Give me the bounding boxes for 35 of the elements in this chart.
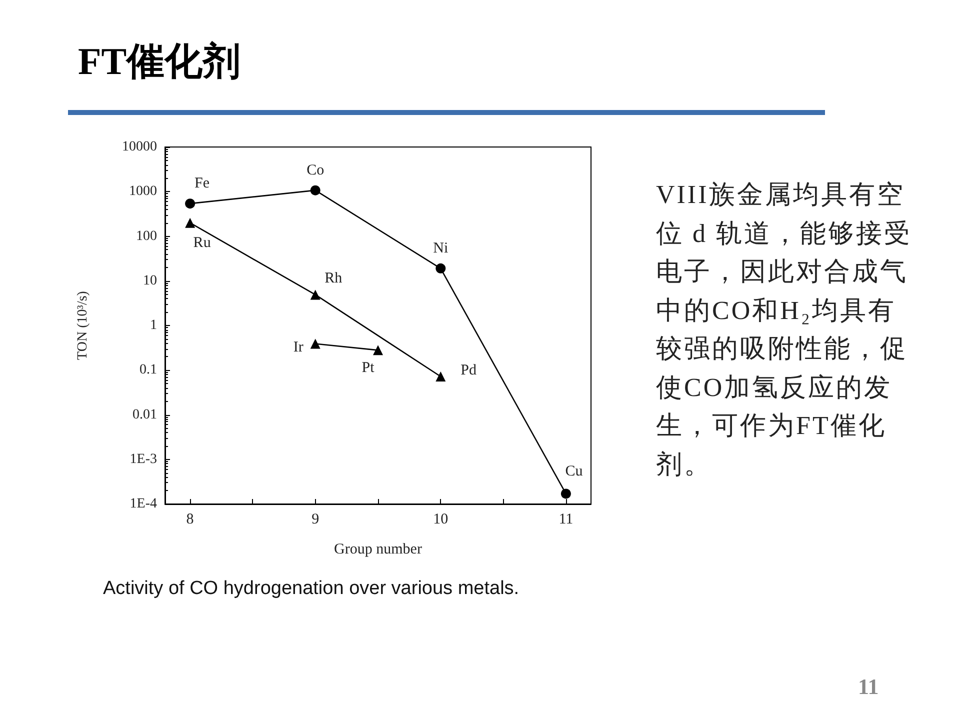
y-tick-label: 100 xyxy=(136,228,157,244)
text: 11 xyxy=(858,674,879,700)
point xyxy=(185,198,196,209)
point xyxy=(560,488,571,499)
annotation: Ru xyxy=(193,234,212,251)
annotation: Pt xyxy=(362,360,376,376)
y-axis-title: TON (10³/s) xyxy=(76,290,90,360)
y-tick-label: 10 xyxy=(143,273,157,288)
y-tick-label: 10000 xyxy=(122,140,157,154)
point xyxy=(436,371,446,382)
annotation: Co xyxy=(306,162,324,178)
y-tick-label: 1000 xyxy=(129,184,157,200)
point xyxy=(310,185,320,196)
chart-title: FT催化剂 xyxy=(78,40,241,85)
x-tick-label: 9 xyxy=(312,512,320,528)
annotation: Pd xyxy=(460,362,477,378)
text: Activity of CO hydrogenation over various metals. xyxy=(103,578,520,600)
annotation: Cu xyxy=(565,464,584,480)
x-axis-title: Group number xyxy=(334,542,422,558)
y-tick-label: 0.1 xyxy=(140,362,157,378)
y-tick-label: 1E-4 xyxy=(130,496,157,512)
x-tick-label: 10 xyxy=(433,512,448,528)
point xyxy=(310,290,320,300)
y-tick-label: 1E-3 xyxy=(130,452,157,467)
point xyxy=(185,218,196,228)
point xyxy=(436,263,446,274)
annotation: Ir xyxy=(293,340,304,356)
annotation: Rh xyxy=(324,270,343,287)
annotation: Fe xyxy=(194,176,210,192)
y-tick-label: 0.01 xyxy=(132,407,157,422)
x-tick-label: 11 xyxy=(558,512,574,528)
y-tick-label: 1 xyxy=(150,318,157,333)
text: VIII族金属均具有空位 d 轨道，能够接受电子，因此对合成气中的CO和H₂均具有较强的吸附性能，促使CO加氢反应的发生，可作为FT催化剂。 xyxy=(656,179,913,480)
annotation: Ni xyxy=(433,240,448,256)
x-tick-label: 8 xyxy=(186,512,194,528)
